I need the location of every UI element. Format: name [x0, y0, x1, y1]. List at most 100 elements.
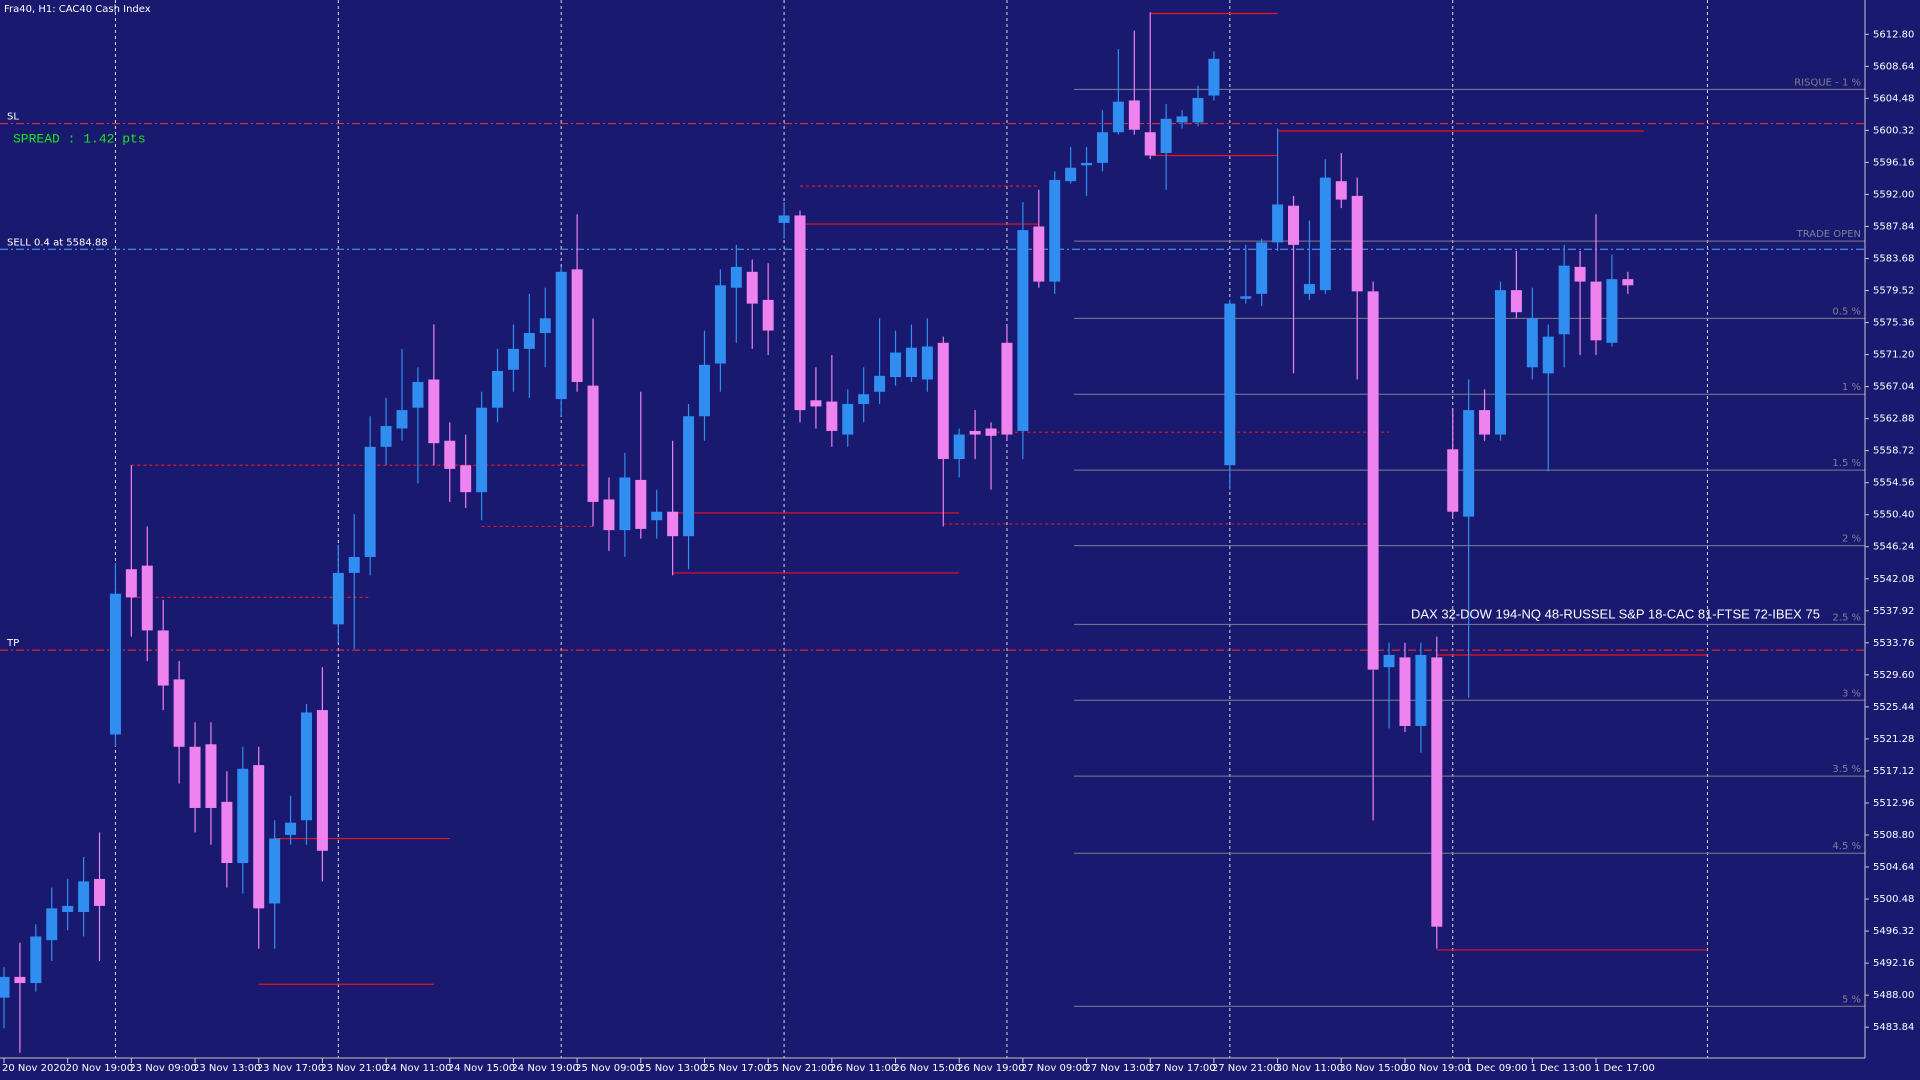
- candle-body: [1479, 410, 1491, 435]
- candle-body: [905, 347, 917, 378]
- candle-body: [985, 428, 997, 436]
- candle-body: [635, 479, 647, 529]
- candle-body: [1319, 177, 1331, 291]
- risk-level-label: 1 %: [1842, 382, 1861, 393]
- x-tick-label: 23 Nov 13:00: [193, 1063, 260, 1074]
- candle-body: [1510, 290, 1522, 313]
- risk-level-label: 2.5 %: [1832, 612, 1861, 623]
- candle-body: [1176, 116, 1188, 123]
- candle-body: [1351, 195, 1363, 292]
- risk-level-label: 3.5 %: [1832, 764, 1861, 775]
- candle-body: [1017, 230, 1029, 431]
- candle-body: [858, 394, 870, 405]
- candle-body: [1303, 284, 1315, 294]
- candle-body: [683, 416, 695, 537]
- y-tick-label: 5517.12: [1873, 766, 1914, 777]
- candle-body: [364, 446, 376, 557]
- candle-body: [141, 565, 153, 631]
- y-tick-label: 5521.28: [1873, 734, 1914, 745]
- candle-body: [603, 499, 615, 531]
- y-tick-label: 5508.80: [1873, 830, 1914, 841]
- candle-body: [332, 572, 344, 625]
- risk-level-label: 4.5 %: [1832, 841, 1861, 852]
- candle-body: [523, 333, 535, 349]
- x-tick-label: 24 Nov 11:00: [384, 1063, 451, 1074]
- candle-body: [1335, 181, 1347, 200]
- y-tick-label: 5512.96: [1873, 798, 1914, 809]
- candle-body: [1240, 296, 1252, 299]
- candle-body: [380, 426, 392, 447]
- candle-body: [1033, 226, 1045, 282]
- y-tick-label: 5575.36: [1873, 318, 1914, 329]
- y-tick-label: 5571.20: [1873, 350, 1914, 361]
- candle-body: [300, 712, 312, 821]
- x-tick-label: 27 Nov 21:00: [1212, 1063, 1279, 1074]
- candle-body: [94, 878, 106, 906]
- candle-body: [109, 593, 121, 735]
- x-tick-label: 20 Nov 2020: [2, 1063, 66, 1074]
- y-tick-label: 5596.16: [1873, 157, 1914, 168]
- candle-body: [125, 569, 137, 598]
- candle-body: [221, 801, 233, 864]
- chart-title: Fra40, H1: CAC40 Cash Index: [4, 4, 151, 15]
- candle-body: [1383, 654, 1395, 668]
- spread-label: SPREAD : 1.42 pts: [13, 131, 146, 146]
- candle-body: [1272, 204, 1284, 243]
- candle-body: [539, 318, 551, 334]
- candle-body: [698, 364, 710, 417]
- candle-body: [1574, 266, 1586, 282]
- candle-body: [1415, 654, 1427, 726]
- candle-body: [1463, 410, 1475, 517]
- x-tick-label: 30 Nov 19:00: [1403, 1063, 1470, 1074]
- x-tick-label: 26 Nov 15:00: [894, 1063, 961, 1074]
- y-tick-label: 5554.56: [1873, 478, 1914, 489]
- candle-body: [730, 266, 742, 288]
- y-tick-label: 5496.32: [1873, 926, 1914, 937]
- candle-body: [428, 379, 440, 444]
- candle-body: [953, 434, 965, 460]
- candle-body: [1606, 279, 1618, 343]
- level-label: TP: [6, 638, 19, 649]
- candle-body: [460, 465, 472, 493]
- y-tick-label: 5587.84: [1873, 221, 1914, 232]
- candle-body: [78, 881, 90, 912]
- candle-body: [842, 404, 854, 435]
- candle-body: [396, 410, 408, 429]
- candle-body: [794, 215, 806, 411]
- candle-body: [1590, 281, 1602, 341]
- x-tick-label: 25 Nov 09:00: [575, 1063, 642, 1074]
- candle-body: [1367, 291, 1379, 670]
- candle-body: [285, 822, 297, 835]
- candle-body: [62, 905, 74, 912]
- candle-body: [555, 271, 567, 400]
- x-tick-label: 23 Nov 09:00: [129, 1063, 196, 1074]
- y-tick-label: 5579.52: [1873, 286, 1914, 297]
- candle-body: [651, 511, 663, 521]
- y-tick-label: 5529.60: [1873, 670, 1914, 681]
- candle-body: [1399, 657, 1411, 726]
- candle-body: [173, 679, 185, 747]
- candle-body: [237, 768, 249, 864]
- candle-body: [348, 556, 360, 573]
- x-tick-label: 30 Nov 11:00: [1276, 1063, 1343, 1074]
- y-tick-label: 5537.92: [1873, 606, 1914, 617]
- x-tick-label: 20 Nov 19:00: [66, 1063, 133, 1074]
- x-tick-label: 23 Nov 21:00: [320, 1063, 387, 1074]
- risk-level-label: RISQUE - 1 %: [1794, 77, 1861, 88]
- candle-body: [969, 430, 981, 435]
- candle-body: [205, 744, 217, 808]
- x-tick-label: 27 Nov 13:00: [1085, 1063, 1152, 1074]
- y-tick-label: 5500.48: [1873, 894, 1914, 905]
- candle-body: [667, 511, 679, 537]
- candle-body: [1192, 97, 1204, 123]
- y-tick-label: 5604.48: [1873, 93, 1914, 104]
- candle-body: [316, 710, 328, 851]
- candle-body: [619, 477, 631, 531]
- candle-body: [1431, 657, 1443, 927]
- candle-body: [1224, 303, 1236, 466]
- candle-body: [890, 352, 902, 378]
- candle-body: [587, 385, 599, 502]
- markets-label: DAX 32-DOW 194-NQ 48-RUSSEL S&P 18-CAC 8…: [1411, 606, 1820, 621]
- risk-level-label: TRADE OPEN: [1796, 229, 1861, 240]
